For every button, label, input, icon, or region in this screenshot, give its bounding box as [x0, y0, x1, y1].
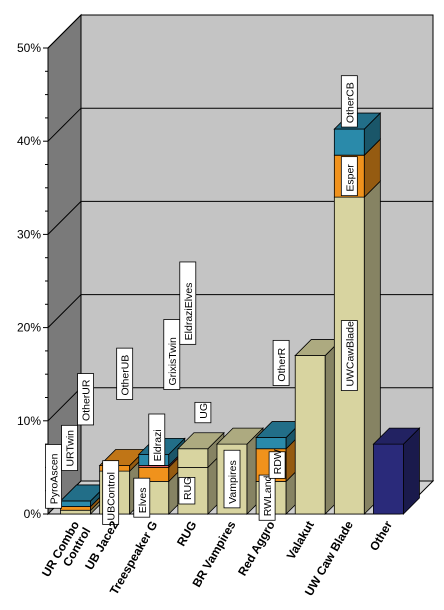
category-label: RUG: [174, 519, 199, 549]
segment-label-box: PyroAscen: [45, 444, 62, 509]
y-tick-label: 30%: [17, 227, 41, 241]
segment-label-box: OtherCB: [340, 75, 358, 128]
segment-label-box: RDW: [268, 449, 286, 479]
segment-label-box: UBControl: [102, 460, 120, 525]
bar-segment: [294, 355, 326, 515]
segment-label-box: EldraziElves: [179, 261, 197, 345]
segment-label-bg: [61, 424, 78, 471]
bar-stack: [294, 338, 343, 515]
segment-labels: PyroAscen URTwin OtherUR UBControl OtherUB El…: [45, 75, 358, 525]
gridline: [47, 200, 433, 235]
segment-label: UG: [198, 403, 210, 419]
segment-label-bg: [45, 444, 62, 509]
segment-label-box: Elves: [133, 477, 151, 518]
bar-top: [216, 427, 264, 445]
segment-label: OtherUB: [120, 355, 132, 396]
segment-label-bg: [178, 476, 196, 505]
segment-label-bg: [148, 413, 166, 466]
bar-segment: [177, 448, 209, 468]
bar-segment: [60, 509, 91, 515]
y-tick-label: 20%: [17, 321, 41, 335]
category-label-line: Red Aggro: [235, 519, 278, 579]
segment-label-box: RWLand: [258, 474, 276, 521]
category-label: UB Jace2: [82, 518, 121, 572]
segment-label: UBControl: [106, 472, 118, 520]
segment-label-bg: [194, 401, 212, 424]
segment-label-box: GrixisTwin: [163, 319, 181, 390]
category-label-line: RUG: [174, 519, 199, 549]
y-tick-label: 40%: [17, 134, 41, 148]
segment-label: GrixisTwin: [167, 337, 179, 386]
segment-label: OtherUR: [81, 379, 93, 421]
segment-label-bg: [116, 347, 134, 400]
segment-label-box: Eldrazi: [148, 413, 166, 466]
segment-label: Esper: [344, 164, 356, 192]
bars: [59, 112, 421, 515]
bar-segment: [60, 500, 91, 507]
segment-label-box: UG: [194, 401, 212, 424]
segment-label-bg: [133, 477, 151, 518]
bar-top: [176, 432, 225, 450]
segment-label-bg: [163, 319, 181, 390]
segment-label: UWCawBlade: [344, 321, 356, 387]
segment-label-bg: [268, 451, 286, 479]
segment-label-bg: [77, 373, 94, 426]
segment-label-box: Vampires: [223, 449, 241, 509]
segment-label-box: OtherR: [272, 339, 290, 386]
segment-label-bg: [272, 339, 290, 386]
segment-label: Vampires: [227, 460, 239, 504]
segment-label-bg: [258, 474, 276, 521]
segment-label-box: URTwin: [61, 424, 78, 471]
y-tick-label: 50%: [17, 41, 41, 55]
y-axis: 0% 10% 20% 30% 40% 50%: [17, 41, 49, 521]
segment-label: OtherCB: [344, 82, 356, 123]
segment-label-bg: [179, 261, 197, 345]
segment-label-box: OtherUR: [77, 373, 94, 426]
bar-stack: [372, 427, 421, 515]
gridline: [47, 107, 433, 142]
bar-segment: [255, 437, 287, 450]
segment-label-bg: [340, 320, 358, 391]
segment-label-box: RUG: [178, 476, 196, 505]
category-label: Valakut: [284, 519, 317, 562]
segment-label: Eldrazi: [152, 429, 164, 461]
segment-label: RUG: [182, 477, 194, 500]
y-tick-label: 0%: [24, 507, 42, 521]
category-label: Other: [367, 518, 395, 553]
segment-label-bg: [340, 75, 358, 128]
bar-top: [372, 427, 421, 445]
bar-segment: [60, 506, 91, 511]
category-label: Red Aggro: [235, 519, 278, 579]
segment-label: URTwin: [65, 430, 77, 467]
y-tick-label: 10%: [17, 414, 41, 428]
bar-segment: [373, 443, 404, 515]
category-label-line: Valakut: [284, 519, 317, 562]
segment-label-box: Esper: [340, 156, 358, 197]
segment-label-box: OtherUB: [116, 347, 134, 400]
segment-label-bg: [223, 449, 241, 509]
segment-label-bg: [340, 156, 358, 197]
category-label-line: Other: [367, 518, 395, 553]
segment-label: OtherR: [276, 347, 288, 381]
segment-label: Elves: [137, 488, 149, 514]
segment-label: EldraziElves: [183, 283, 195, 341]
segment-label-box: UWCawBlade: [340, 320, 358, 391]
bar-segment: [333, 128, 365, 156]
category-label-line: UB Jace2: [82, 518, 121, 572]
segment-label: PyroAscen: [49, 453, 61, 504]
segment-label-bg: [102, 460, 120, 525]
segment-label: RWLand: [262, 475, 274, 516]
gridline: [47, 294, 433, 328]
gridline: [47, 14, 433, 49]
segment-label: RDW: [272, 449, 284, 474]
